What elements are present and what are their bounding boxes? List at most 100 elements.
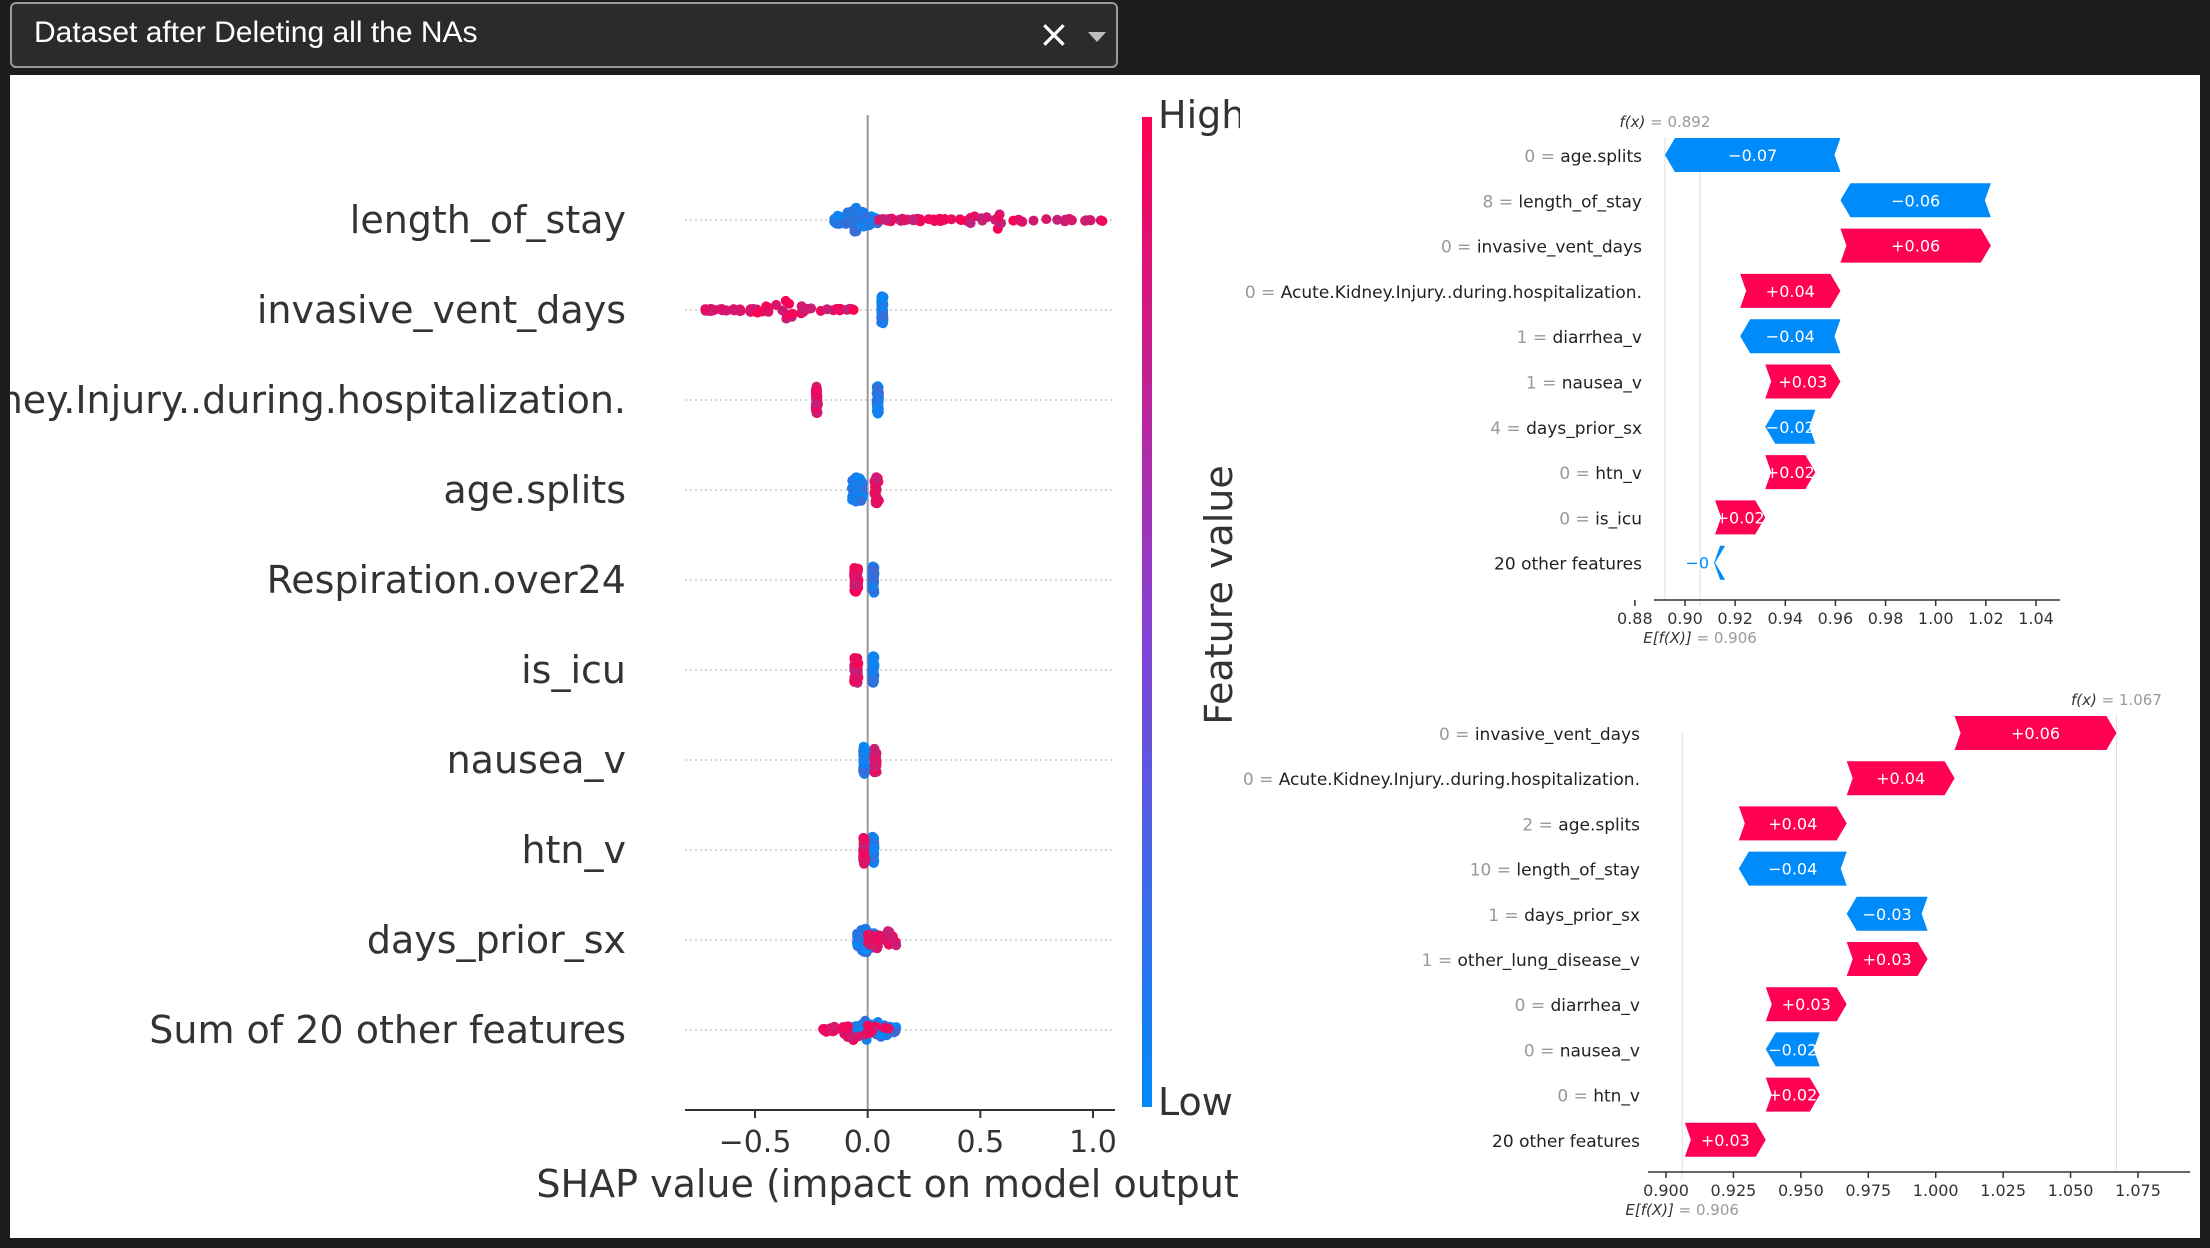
waterfall-feature-label: 0 = age.splits: [1524, 147, 1642, 167]
beeswarm-point: [871, 474, 882, 484]
beeswarm-point: [869, 762, 880, 773]
beeswarm-point: [700, 304, 711, 315]
waterfall-bar-label: +0.03: [1778, 373, 1827, 392]
beeswarm-point: [847, 214, 858, 225]
colorbar-high-label: High: [1158, 93, 1240, 137]
feature-label-2: Acute.Kidney.Injury..during.hospitalizat…: [10, 378, 626, 422]
x-axis-title: SHAP value (impact on model output): [536, 1162, 1240, 1206]
beeswarm-point: [856, 495, 867, 506]
beeswarm-point: [1041, 214, 1052, 225]
beeswarm-point: [848, 304, 859, 315]
waterfall-bar: [1684, 1122, 1766, 1157]
waterfall-bar: [1714, 545, 1726, 580]
colorbar-title: Feature value: [1197, 465, 1240, 724]
beeswarm-point: [838, 1022, 849, 1032]
waterfall-feature-label: 0 = nausea_v: [1524, 1041, 1640, 1061]
beeswarm-point: [859, 834, 870, 845]
waterfall-bar-label: +0.04: [1876, 769, 1925, 788]
dataset-selector[interactable]: Dataset after Deleting all the NAs ×: [10, 2, 1118, 68]
beeswarm-point: [872, 943, 883, 954]
shap-waterfall-chart-2: f(x) = 1.067 +0.06 0 = invasive_vent_days +…: [1243, 691, 2190, 1219]
waterfall-feature-label: 0 = Acute.Kidney.Injury..during.hospital…: [1245, 283, 1642, 303]
feature-label-9: Sum of 20 other features: [149, 1008, 626, 1052]
waterfall-bar: [1765, 1032, 1820, 1067]
beeswarm-point: [993, 212, 1004, 223]
waterfall-bar-label: −0.04: [1766, 327, 1815, 346]
chevron-down-icon[interactable]: [1088, 32, 1106, 42]
x-tick-label: 0.5: [956, 1125, 1004, 1160]
waterfall-x-tick-label: 0.925: [1711, 1181, 1757, 1200]
beeswarm-point: [891, 940, 902, 951]
waterfall-feature-label: 1 = other_lung_disease_v: [1422, 951, 1640, 971]
beeswarm-point: [728, 304, 739, 315]
beeswarm-point: [831, 303, 842, 314]
waterfall-feature-label: 0 = Acute.Kidney.Injury..during.hospital…: [1243, 770, 1640, 790]
waterfall-feature-label: 0 = invasive_vent_days: [1441, 238, 1642, 258]
beeswarm-point: [872, 934, 883, 945]
beeswarm-point: [853, 1031, 864, 1042]
waterfall-feature-label: 0 = invasive_vent_days: [1439, 725, 1640, 745]
efx-annotation: E[f(X)] = 0.906: [1625, 1201, 1739, 1219]
beeswarm-point: [859, 858, 869, 869]
waterfall-bar: [1765, 409, 1816, 444]
beeswarm-point: [852, 653, 863, 664]
beeswarm-point: [928, 214, 939, 225]
beeswarm-point: [812, 386, 823, 396]
beeswarm-point: [899, 215, 910, 226]
beeswarm-point: [832, 211, 843, 222]
beeswarm-point: [849, 563, 860, 573]
feature-label-3: age.splits: [443, 468, 626, 512]
waterfall-bar: [1840, 228, 1991, 263]
waterfall-bar-label: −0: [1685, 554, 1709, 573]
dataset-selector-value: Dataset after Deleting all the NAs: [34, 16, 478, 49]
beeswarm-point: [716, 304, 727, 314]
waterfall-x-tick-label: 0.88: [1617, 609, 1653, 628]
shap-beeswarm-chart: length_of_stay invasive_vent_days Acute.Ki…: [10, 93, 1240, 1206]
beeswarm-point: [1097, 216, 1108, 226]
beeswarm-point: [868, 665, 878, 676]
waterfall-x-tick-label: 1.075: [2115, 1181, 2161, 1200]
beeswarm-point: [880, 214, 891, 225]
waterfall-bar: [1765, 1077, 1820, 1112]
waterfall-x-tick-label: 0.96: [1818, 609, 1854, 628]
beeswarm-point: [849, 580, 860, 591]
beeswarm-point: [868, 565, 879, 576]
beeswarm-point: [868, 658, 879, 669]
waterfall-bar-label: +0.03: [1863, 950, 1912, 969]
beeswarm-point: [1052, 214, 1063, 225]
beeswarm-point: [1017, 216, 1028, 227]
waterfall-bar: [1840, 183, 1991, 218]
waterfall-feature-label: 1 = diarrhea_v: [1517, 328, 1642, 348]
waterfall-bar-label: −0.02: [1768, 1040, 1817, 1059]
beeswarm-point: [858, 758, 869, 769]
feature-label-1: invasive_vent_days: [257, 288, 626, 332]
waterfall-bar-label: −0.04: [1768, 860, 1817, 879]
beeswarm-point: [873, 392, 884, 403]
waterfall-bar: [1738, 806, 1847, 841]
beeswarm-point: [877, 292, 888, 303]
beeswarm-point: [863, 929, 874, 940]
beeswarm-point: [956, 215, 967, 226]
fx-annotation: f(x) = 0.892: [1619, 113, 1710, 131]
beeswarm-point: [860, 744, 871, 754]
waterfall-bar: [1954, 716, 2117, 750]
beeswarm-point: [878, 310, 888, 321]
clear-icon[interactable]: ×: [1038, 12, 1070, 56]
waterfall-x-tick-label: 1.02: [1968, 609, 2004, 628]
waterfall-feature-label: 1 = days_prior_sx: [1488, 906, 1640, 926]
beeswarm-point: [852, 932, 863, 943]
beeswarm-point: [868, 651, 879, 662]
beeswarm-point: [940, 214, 951, 225]
beeswarm-point: [879, 1022, 890, 1033]
feature-label-5: is_icu: [521, 648, 626, 692]
waterfall-x-tick-label: 0.950: [1778, 1181, 1824, 1200]
waterfall-bar-label: −0.06: [1891, 191, 1940, 210]
waterfall-bar-label: +0.03: [1701, 1131, 1750, 1150]
beeswarm-point: [867, 842, 878, 853]
beeswarm-point: [849, 570, 860, 581]
waterfall-bar-label: −0.03: [1863, 905, 1912, 924]
feature-label-0: length_of_stay: [350, 198, 626, 242]
waterfall-bar: [1740, 319, 1841, 354]
beeswarm-point: [1060, 214, 1071, 225]
waterfall-x-tick-label: 1.00: [1918, 609, 1954, 628]
